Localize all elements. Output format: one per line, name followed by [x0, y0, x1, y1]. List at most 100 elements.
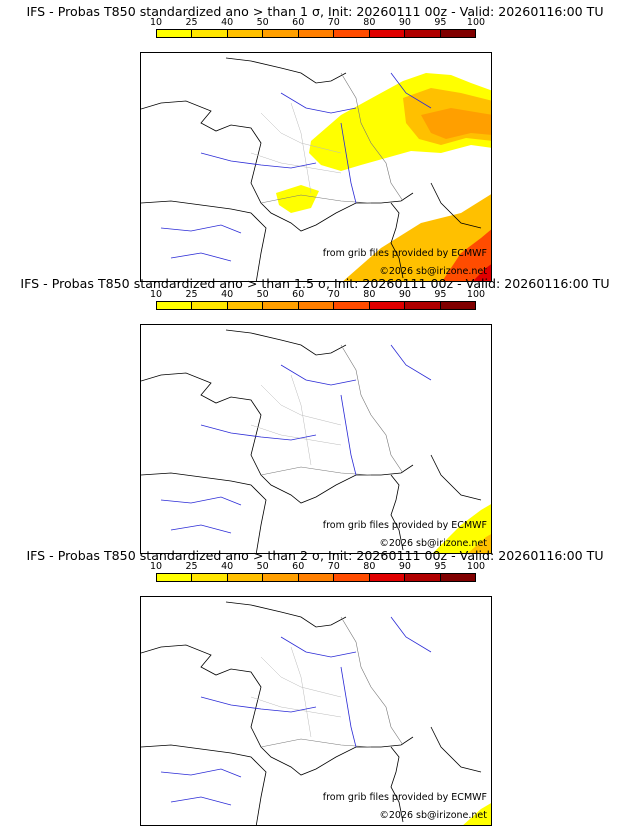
river [390, 72, 432, 109]
colorbar-segment [334, 574, 370, 581]
coastline-north [225, 329, 347, 356]
coastline-north [225, 57, 347, 84]
coastline-iberia [141, 744, 267, 825]
river [200, 424, 317, 441]
river [160, 768, 242, 778]
colorbar-tick-label: 90 [398, 289, 411, 300]
map-canvas [141, 57, 491, 281]
colorbar-segment [298, 574, 335, 581]
credit-source: from grib files provided by ECMWF [322, 248, 487, 259]
river [200, 696, 317, 713]
colorbar-segment [405, 30, 441, 37]
colorbar-tick-label: 50 [256, 561, 269, 572]
colorbar-tick-label: 70 [327, 561, 340, 572]
colorbar-segment [157, 30, 193, 37]
river [170, 252, 232, 262]
probability-area-southwest [276, 185, 319, 213]
colorbar-tick-label: 80 [363, 561, 376, 572]
colorbar-segment [263, 302, 299, 309]
map-panel-2: IFS - Probas T850 standardized ano > tha… [0, 276, 630, 554]
colorbar-tick-label: 100 [466, 17, 486, 28]
panel-title: IFS - Probas T850 standardized ano > tha… [26, 548, 604, 563]
coastline-corsica [390, 746, 404, 823]
probability-area-sea [463, 803, 491, 825]
river [170, 524, 232, 534]
river [160, 496, 242, 506]
map-frame[interactable]: from grib files provided by ECMWF ©2026 … [140, 596, 492, 826]
credit-copyright: ©2026 sb@irizone.net [379, 266, 487, 277]
border [340, 616, 404, 746]
coastline [141, 644, 414, 776]
colorbar-tick-label: 95 [434, 289, 447, 300]
colorbar-tick-label: 80 [363, 289, 376, 300]
region-border [250, 424, 342, 446]
colorbar-bar [156, 301, 476, 310]
colorbar-segment [227, 574, 264, 581]
colorbar-segment [157, 574, 193, 581]
river [170, 796, 232, 806]
colorbar-tick-label: 95 [434, 561, 447, 572]
colorbar-segment [263, 30, 299, 37]
coastline [141, 372, 414, 504]
probability-area-sea-high [468, 534, 491, 553]
colorbar-tick-label: 70 [327, 17, 340, 28]
colorbar-tick-label: 40 [221, 289, 234, 300]
colorbar-bar [156, 573, 476, 582]
river [160, 224, 242, 234]
colorbar-tick-label: 90 [398, 561, 411, 572]
colorbar-segment [369, 574, 406, 581]
colorbar-tick-label: 10 [149, 17, 163, 28]
probability-area-deep-orange [421, 108, 491, 139]
probability-area-sea [433, 504, 491, 553]
colorbar-tick-label: 80 [363, 17, 376, 28]
coastline-iberia [141, 200, 267, 281]
map-panel-3: IFS - Probas T850 standardized ano > tha… [0, 548, 630, 826]
credit-copyright: ©2026 sb@irizone.net [379, 810, 487, 821]
coastline-corsica [390, 474, 404, 551]
colorbar-tick-label: 50 [256, 289, 269, 300]
coastline [141, 100, 414, 232]
colorbar-tick-label: 90 [398, 17, 411, 28]
colorbar: 10 25 40 50 60 70 80 90 95 100 [150, 289, 485, 314]
region-border [260, 112, 342, 154]
river [280, 364, 357, 386]
colorbar-tick-label: 60 [292, 17, 305, 28]
region-border [290, 102, 312, 194]
colorbar-segment [405, 302, 441, 309]
credit-source: from grib files provided by ECMWF [322, 520, 487, 531]
coastline-north [225, 601, 347, 628]
credit-source: from grib files provided by ECMWF [322, 792, 487, 803]
region-border [260, 384, 342, 426]
map-panel-1: IFS - Probas T850 standardized ano > tha… [0, 4, 630, 282]
colorbar-segment [405, 574, 441, 581]
colorbar-ticks: 10 25 40 50 60 70 80 90 95 100 [150, 17, 485, 28]
panel-title: IFS - Probas T850 standardized ano > tha… [26, 4, 604, 19]
panel-title: IFS - Probas T850 standardized ano > tha… [20, 276, 610, 291]
colorbar-tick-label: 100 [466, 561, 486, 572]
colorbar-segment [263, 574, 299, 581]
river [200, 152, 317, 169]
colorbar-ticks: 10 25 40 50 60 70 80 90 95 100 [150, 561, 485, 572]
border [340, 344, 404, 474]
colorbar-tick-label: 25 [185, 289, 198, 300]
colorbar-tick-label: 60 [292, 289, 305, 300]
river [340, 666, 357, 748]
colorbar-tick-label: 100 [466, 289, 486, 300]
colorbar-segment [298, 30, 335, 37]
probability-area-sea-max [473, 264, 491, 281]
colorbar-segment [334, 302, 370, 309]
colorbar-segment [298, 302, 335, 309]
map-frame[interactable]: from grib files provided by ECMWF ©2026 … [140, 324, 492, 554]
colorbar-segment [334, 30, 370, 37]
map-canvas [141, 601, 491, 825]
colorbar-segment [192, 574, 228, 581]
colorbar-segment [227, 302, 264, 309]
region-border [250, 152, 342, 174]
river [280, 92, 357, 114]
colorbar-segment [440, 574, 475, 581]
colorbar-tick-label: 95 [434, 17, 447, 28]
colorbar-tick-label: 25 [185, 17, 198, 28]
map-frame[interactable]: from grib files provided by ECMWF ©2026 … [140, 52, 492, 282]
colorbar-tick-label: 25 [185, 561, 198, 572]
coastline-italy [430, 182, 482, 229]
